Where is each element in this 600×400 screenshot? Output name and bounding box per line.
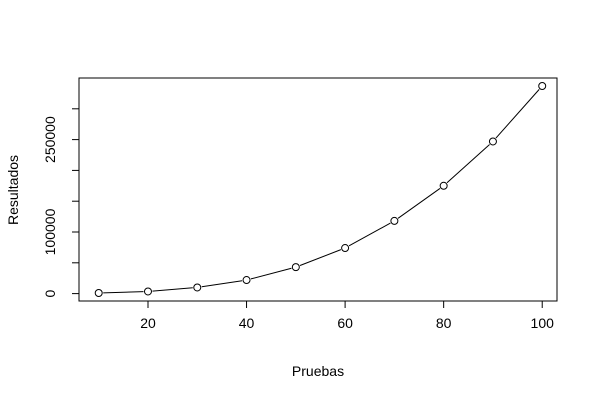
y-tick-label: 100000	[42, 208, 58, 255]
data-point	[94, 288, 103, 297]
data-point	[488, 137, 497, 146]
x-axis: 20 40 60 80 100	[140, 301, 554, 331]
plot-frame	[78, 77, 558, 302]
x-tick-label: 60	[337, 315, 353, 331]
y-tick-label: 0	[42, 290, 58, 298]
data-point	[193, 283, 202, 292]
data-point	[242, 276, 251, 285]
y-axis-label: Resultados	[5, 155, 21, 225]
x-tick-label: 100	[531, 315, 555, 331]
data-point	[538, 82, 547, 91]
series-line	[103, 89, 540, 294]
x-axis-label: Pruebas	[292, 363, 344, 379]
y-axis: 0 100000 250000	[42, 108, 79, 298]
data-point	[439, 181, 448, 190]
x-tick-label: 80	[436, 315, 452, 331]
data-point	[390, 216, 399, 225]
data-point	[341, 244, 350, 253]
x-tick-label: 20	[140, 315, 156, 331]
data-point	[291, 263, 300, 272]
x-tick-label: 40	[239, 315, 255, 331]
y-tick-label: 250000	[42, 116, 58, 163]
data-points	[94, 82, 547, 297]
data-point	[143, 287, 152, 296]
